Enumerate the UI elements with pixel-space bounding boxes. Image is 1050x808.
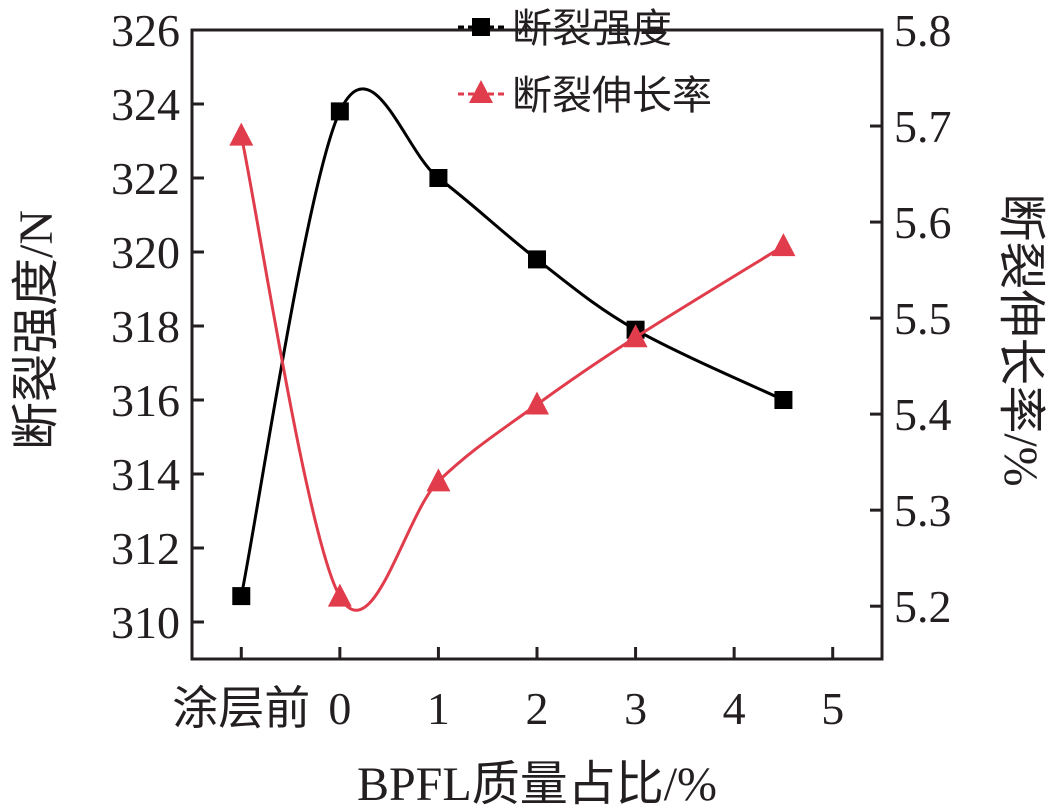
legend-label-elongation: 断裂伸长率	[512, 73, 712, 118]
legend-item-strength: 断裂强度	[458, 6, 672, 51]
left-tick-label: 324	[111, 79, 180, 130]
data-point-triangle	[623, 324, 648, 348]
data-point-square	[232, 587, 251, 606]
left-tick-label: 326	[111, 5, 180, 56]
x-tick-label: 0	[328, 683, 351, 734]
series-layer	[229, 87, 796, 612]
data-point-triangle	[525, 391, 549, 415]
data-point-triangle	[327, 583, 352, 607]
left-axis: 310 312 314 316 318 320 322 324 326	[111, 5, 204, 648]
series-line-1	[239, 135, 785, 612]
right-tick-label: 5.2	[894, 581, 952, 632]
legend-label-strength: 断裂强度	[512, 6, 672, 51]
right-tick-label: 5.4	[894, 389, 952, 440]
x-tick-label: 涂层前	[172, 683, 310, 734]
data-point-triangle	[771, 233, 796, 257]
legend-item-elongation: 断裂伸长率	[458, 73, 712, 118]
legend-marker-triangle	[469, 80, 493, 103]
data-point-square	[774, 391, 793, 409]
x-axis: 涂层前 0 1 2 3 4 5	[172, 647, 844, 734]
x-tick-label: 4	[723, 683, 746, 734]
plot-frame	[190, 28, 884, 661]
left-axis-title: 断裂强度/N	[10, 210, 63, 450]
left-tick-label: 320	[111, 227, 180, 278]
data-point-square	[528, 250, 546, 269]
right-tick-label: 5.6	[894, 197, 952, 248]
data-point-square	[429, 169, 448, 187]
right-tick-label: 5.7	[894, 101, 952, 152]
legend-marker-square	[472, 18, 490, 36]
left-tick-label: 314	[111, 449, 180, 500]
data-point-triangle	[229, 122, 254, 146]
x-tick-label: 3	[624, 683, 647, 734]
data-point-square	[330, 102, 349, 121]
left-tick-label: 322	[111, 153, 180, 204]
right-tick-label: 5.8	[894, 5, 952, 56]
right-axis: 5.2 5.3 5.4 5.5 5.6 5.7 5.8	[870, 5, 952, 632]
right-axis-title: 断裂伸长率/%	[994, 193, 1047, 486]
data-point-triangle	[426, 468, 451, 492]
left-tick-label: 318	[111, 301, 180, 352]
right-tick-label: 5.5	[894, 293, 952, 344]
series-line-0	[239, 87, 785, 597]
left-tick-label: 310	[111, 597, 180, 648]
left-tick-label: 316	[111, 375, 180, 426]
x-tick-label: 2	[526, 683, 549, 734]
legend: 断裂强度 断裂伸长率	[458, 6, 712, 118]
left-tick-label: 312	[111, 523, 180, 574]
x-tick-label: 5	[821, 683, 844, 734]
x-tick-label: 1	[427, 683, 450, 734]
right-tick-label: 5.3	[894, 485, 952, 536]
x-axis-title: BPFL质量占比/%	[357, 758, 717, 808]
